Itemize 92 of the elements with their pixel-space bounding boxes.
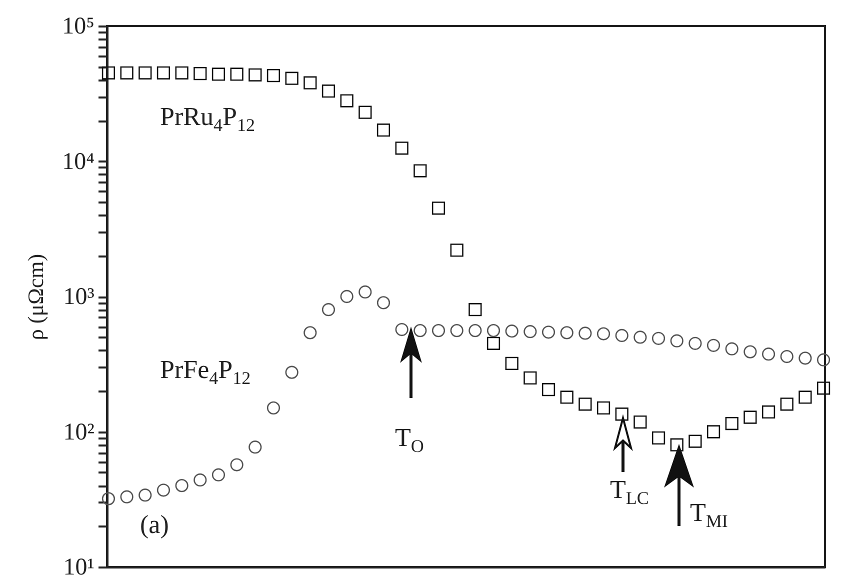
point [212,468,226,482]
point [634,415,647,429]
point [340,94,354,108]
y-tick-label: 10¹ [63,554,94,577]
point [175,66,188,80]
point [762,348,776,361]
y-tick-label: 10⁴ [62,148,94,175]
y-axis-title: ρ (μΩcm) [23,254,48,340]
point [322,84,336,98]
point [798,390,812,404]
point [102,492,116,506]
point [285,72,298,85]
point [596,401,610,414]
point [688,336,702,350]
point [194,66,207,80]
point [780,398,794,411]
point [560,390,574,404]
point [156,484,170,497]
point [615,328,628,342]
point [138,66,152,80]
point [578,398,592,411]
point [505,356,518,370]
point [486,324,500,338]
series-label: PrFe$_{4}$P$_{12}$ [160,355,251,388]
y-tick-label: 10² [63,419,94,446]
annotation: (a) [140,510,169,539]
point [780,350,794,364]
point [578,326,592,340]
point [725,416,738,430]
point [138,488,152,502]
point [652,332,666,345]
point [762,405,776,419]
point [468,303,482,316]
point [248,68,262,82]
y-tick-label: 10³ [63,284,94,310]
point [524,371,537,384]
point [266,69,280,82]
point [468,324,482,338]
point [816,353,830,366]
point [266,401,280,414]
point [230,68,244,81]
point [156,66,170,80]
point [358,106,372,119]
point [432,202,446,215]
point [542,326,556,339]
point [542,383,556,396]
point [634,330,647,344]
point [670,438,684,452]
point [395,142,408,155]
annotation: T$_{LC}$ [610,475,649,508]
point [322,303,336,316]
point [395,322,408,336]
point [450,244,464,257]
point [505,324,518,338]
point [744,410,757,424]
point [230,458,244,472]
point [486,336,500,350]
point [524,325,537,338]
series-label: PrRu$_{4}$P$_{12}$ [160,102,255,136]
annotation: T$_{O}$ [395,423,424,456]
point [706,425,720,438]
point [120,66,134,80]
point [744,345,757,358]
point [304,76,317,90]
point [706,338,720,352]
point [414,164,427,178]
point [304,326,317,340]
annotation: T$_{MI}$ [690,498,728,532]
point [212,68,226,81]
point [798,352,812,365]
point [560,326,574,340]
point [432,324,446,338]
point [358,285,372,299]
point [102,66,116,80]
point [285,366,298,379]
point [376,296,390,310]
point [450,324,464,338]
point [376,124,390,137]
point [816,382,830,395]
point [615,408,628,421]
point [248,440,262,454]
point [120,490,134,504]
point [688,434,702,448]
point [340,290,354,304]
point [175,479,188,492]
point [670,334,684,348]
point [725,342,738,356]
point [414,324,427,338]
point [194,473,207,487]
y-tick-label: 10⁵ [62,14,94,40]
point [596,327,610,340]
point [652,431,666,445]
